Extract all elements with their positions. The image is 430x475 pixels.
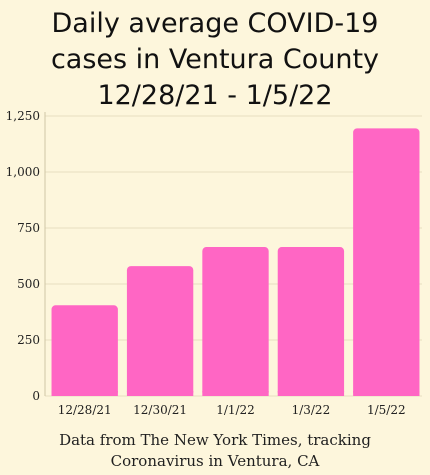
y-tick-label: 500 xyxy=(17,277,40,291)
bar-12-30-21 xyxy=(126,266,194,396)
bar-1-5-22 xyxy=(353,128,420,396)
bar-1-1-22 xyxy=(202,247,269,396)
y-tick-label: 1,000 xyxy=(6,165,40,179)
x-tick-label: 1/1/22 xyxy=(216,403,255,417)
bar-base xyxy=(51,391,118,396)
chart-title-line-3: 12/28/21 - 1/5/22 xyxy=(97,80,333,111)
source-caption: Data from The New York Times, tracking C… xyxy=(0,430,430,472)
bar-base xyxy=(126,391,194,396)
x-tick-label: 1/3/22 xyxy=(292,403,331,417)
bar-1-3-22 xyxy=(277,247,345,396)
y-tick-label: 1,250 xyxy=(6,109,40,123)
caption-line-1: Data from The New York Times, tracking xyxy=(59,431,371,449)
bar-base xyxy=(202,391,269,396)
x-tick-label: 12/28/21 xyxy=(58,403,112,417)
x-tick-label: 12/30/21 xyxy=(133,403,187,417)
caption-line-2: Coronavirus in Ventura, CA xyxy=(110,452,320,470)
bar-base xyxy=(353,391,420,396)
chart-title-line-2: cases in Ventura County xyxy=(50,44,380,75)
bar-12-28-21 xyxy=(51,305,118,396)
y-tick-label: 750 xyxy=(17,221,40,235)
chart-title-line-1: Daily average COVID-19 xyxy=(51,8,379,39)
bar-base xyxy=(277,391,345,396)
x-tick-label: 1/5/22 xyxy=(367,403,406,417)
chart-title: Daily average COVID-19 cases in Ventura … xyxy=(0,6,430,114)
y-tick-label: 0 xyxy=(32,389,40,403)
y-tick-label: 250 xyxy=(17,333,40,347)
